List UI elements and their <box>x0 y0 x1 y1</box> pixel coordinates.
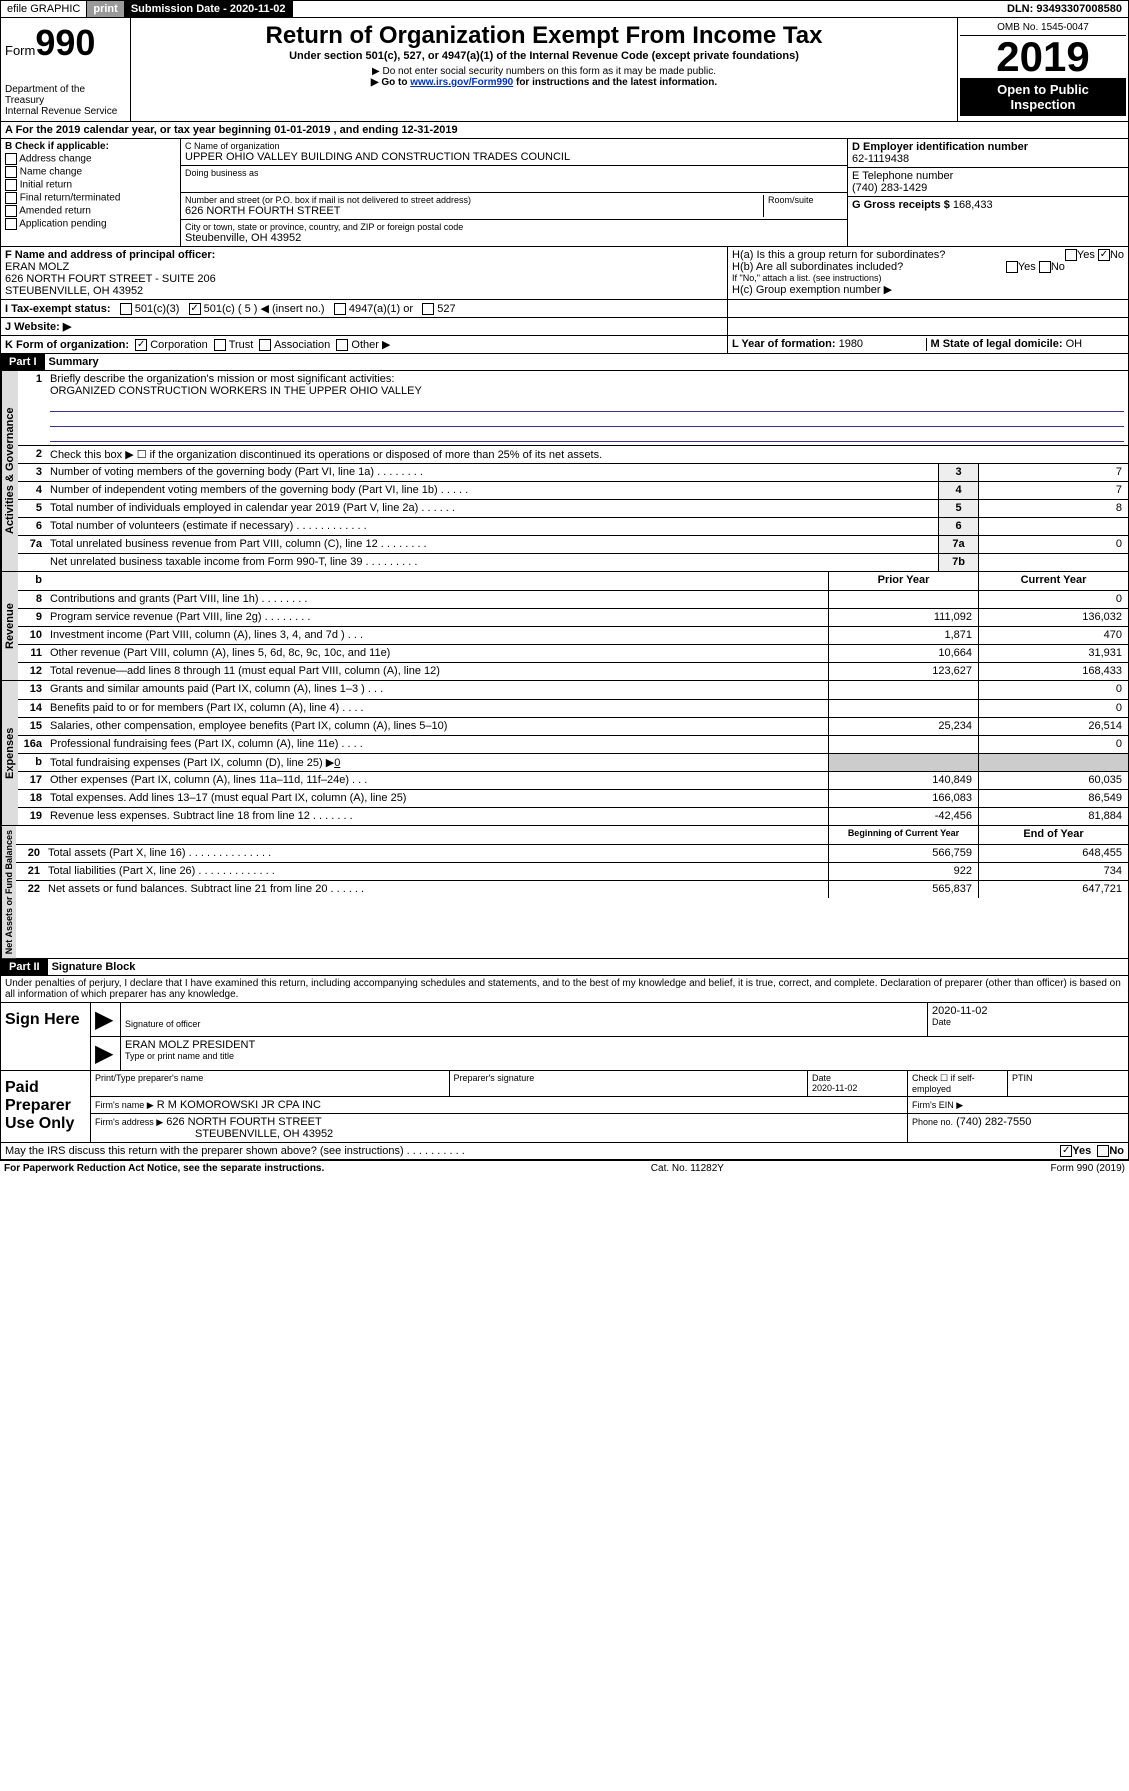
section-deg: D Employer identification number 62-1119… <box>848 139 1128 246</box>
firm-address: 626 NORTH FOURTH STREET <box>166 1116 321 1128</box>
officer-label: F Name and address of principal officer: <box>5 249 215 261</box>
city-label: City or town, state or province, country… <box>185 222 843 232</box>
firm-phone: (740) 282-7550 <box>956 1116 1031 1128</box>
paid-preparer-label: Paid Preparer Use Only <box>1 1071 91 1142</box>
cb-final-return[interactable]: Final return/terminated <box>5 192 176 204</box>
page-footer: For Paperwork Reduction Act Notice, see … <box>0 1160 1129 1176</box>
arrow-icon: ▶ <box>91 1037 121 1070</box>
part2-header: Part II Signature Block <box>0 959 1129 976</box>
addr-label: Number and street (or P.O. box if mail i… <box>185 195 763 205</box>
dba-value <box>185 178 843 190</box>
cb-initial-return[interactable]: Initial return <box>5 179 176 191</box>
h-a: H(a) Is this a group return for subordin… <box>732 249 1124 261</box>
row-i: I Tax-exempt status: 501(c)(3) ✓ 501(c) … <box>0 300 1129 318</box>
row-klm: K Form of organization: ✓ Corporation Tr… <box>0 336 1129 354</box>
gross-value: 168,433 <box>953 199 993 211</box>
irs-link[interactable]: www.irs.gov/Form990 <box>410 77 513 88</box>
revenue-block: Revenue bPrior YearCurrent Year 8Contrib… <box>0 572 1129 681</box>
print-button[interactable]: print <box>87 1 124 17</box>
form-header: Form990 Department of the Treasury Inter… <box>0 18 1129 122</box>
dept-treasury: Department of the Treasury Internal Reve… <box>5 84 126 117</box>
cb-amended[interactable]: Amended return <box>5 205 176 217</box>
goto-note: ▶ Go to www.irs.gov/Form990 for instruct… <box>135 77 953 88</box>
net-assets-label: Net Assets or Fund Balances <box>1 826 16 958</box>
officer-name: ERAN MOLZ <box>5 261 69 273</box>
h-c: H(c) Group exemption number ▶ <box>732 283 1124 296</box>
phone-value: (740) 283-1429 <box>852 182 1124 194</box>
dba-label: Doing business as <box>185 168 843 178</box>
perjury-declaration: Under penalties of perjury, I declare th… <box>0 976 1129 1003</box>
sign-here-block: Sign Here ▶ Signature of officer 2020-11… <box>0 1003 1129 1071</box>
expenses-block: Expenses 13Grants and similar amounts pa… <box>0 681 1129 826</box>
org-city: Steubenville, OH 43952 <box>185 232 843 244</box>
section-a: A For the 2019 calendar year, or tax yea… <box>0 122 1129 139</box>
governance-block: Activities & Governance 1 Briefly descri… <box>0 371 1129 572</box>
form-subtitle: Under section 501(c), 527, or 4947(a)(1)… <box>135 50 953 62</box>
officer-signed-name: ERAN MOLZ PRESIDENT <box>125 1039 1124 1051</box>
officer-addr2: STEUBENVILLE, OH 43952 <box>5 285 143 297</box>
spacer <box>293 1 1002 17</box>
gross-label: G Gross receipts $ <box>852 199 950 211</box>
firm-name: R M KOMOROWSKI JR CPA INC <box>157 1099 321 1111</box>
h-b: H(b) Are all subordinates included? Yes … <box>732 261 1124 273</box>
open-public: Open to Public Inspection <box>960 78 1126 116</box>
section-b: B Check if applicable: Address change Na… <box>1 139 181 246</box>
row-fh: F Name and address of principal officer:… <box>0 247 1129 300</box>
revenue-label: Revenue <box>1 572 18 680</box>
row-j: J Website: ▶ <box>0 318 1129 336</box>
governance-label: Activities & Governance <box>1 371 18 571</box>
cb-name-change[interactable]: Name change <box>5 166 176 178</box>
top-bar: efile GRAPHIC print Submission Date - 20… <box>0 0 1129 18</box>
org-address: 626 NORTH FOURTH STREET <box>185 205 763 217</box>
h-b-note: If "No," attach a list. (see instruction… <box>732 273 1124 283</box>
dln: DLN: 93493307008580 <box>1001 1 1128 17</box>
cb-address-change[interactable]: Address change <box>5 153 176 165</box>
mission-text: ORGANIZED CONSTRUCTION WORKERS IN THE UP… <box>50 385 422 397</box>
arrow-icon: ▶ <box>91 1003 121 1036</box>
tax-year: 2019 <box>960 36 1126 78</box>
ssn-note: ▶ Do not enter social security numbers o… <box>135 66 953 77</box>
org-name-label: C Name of organization <box>185 141 843 151</box>
net-assets-block: Net Assets or Fund Balances Beginning of… <box>0 826 1129 959</box>
section-c: C Name of organization UPPER OHIO VALLEY… <box>181 139 848 246</box>
efile-label: efile GRAPHIC <box>1 1 87 17</box>
cb-pending[interactable]: Application pending <box>5 218 176 230</box>
officer-addr1: 626 NORTH FOURT STREET - SUITE 206 <box>5 273 216 285</box>
sign-here-label: Sign Here <box>1 1003 91 1070</box>
expenses-label: Expenses <box>1 681 18 825</box>
ein-label: D Employer identification number <box>852 141 1028 153</box>
ein-value: 62-1119438 <box>852 153 1124 165</box>
phone-label: E Telephone number <box>852 170 953 182</box>
room-label: Room/suite <box>768 195 843 205</box>
submission-date: Submission Date - 2020-11-02 <box>125 1 293 17</box>
form-title: Return of Organization Exempt From Incom… <box>135 22 953 50</box>
discuss-row: May the IRS discuss this return with the… <box>0 1143 1129 1160</box>
paid-preparer-block: Paid Preparer Use Only Print/Type prepar… <box>0 1071 1129 1143</box>
part1-header: Part I Summary <box>0 354 1129 371</box>
sign-date: 2020-11-02 <box>932 1005 1124 1017</box>
form-number: Form990 <box>5 22 126 64</box>
block-bcd: B Check if applicable: Address change Na… <box>0 139 1129 247</box>
org-name: UPPER OHIO VALLEY BUILDING AND CONSTRUCT… <box>185 151 843 163</box>
